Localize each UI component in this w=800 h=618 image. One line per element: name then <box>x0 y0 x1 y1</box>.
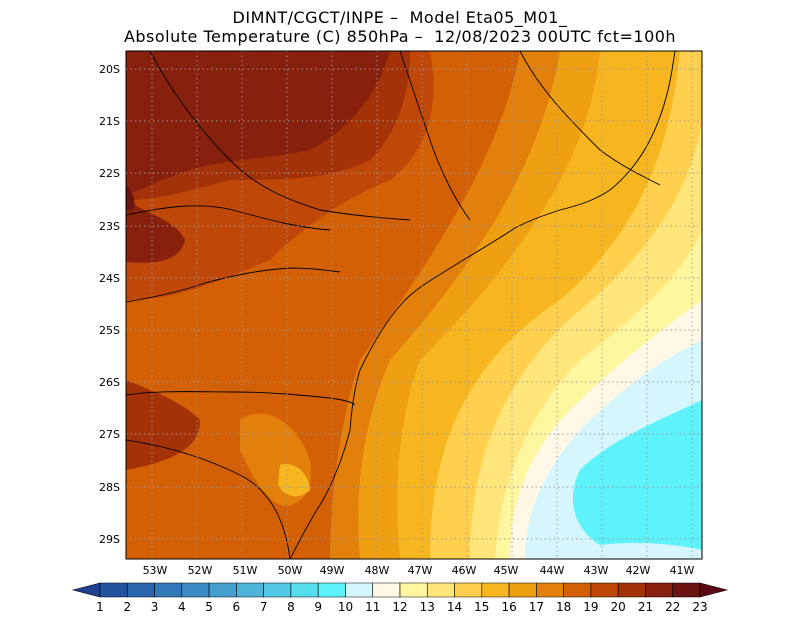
chart-subtitle: Absolute Temperature (C) 850hPa – 12/08/… <box>123 27 677 46</box>
colorbar-label: 13 <box>420 600 435 614</box>
lat-ticks: 20S 21S 22S 23S 24S 25S 26S 27S 28S 29S <box>99 63 120 546</box>
colorbar-label: 4 <box>178 600 186 614</box>
colorbar-label: 20 <box>611 600 626 614</box>
lon-label-41w: 41W <box>670 564 695 577</box>
colorbar-label: 17 <box>529 600 544 614</box>
colorbar-label: 9 <box>314 600 322 614</box>
colorbar-label: 8 <box>287 600 295 614</box>
border-mg-rj <box>519 51 661 186</box>
lon-label-53w: 53W <box>143 564 168 577</box>
border-sp-mg <box>399 51 471 221</box>
lon-label-50w: 50W <box>278 564 303 577</box>
colorbar-label: 3 <box>151 600 159 614</box>
coastline <box>289 51 676 559</box>
lat-label-27s: 27S <box>99 428 120 441</box>
colorbar-swatch <box>454 582 483 598</box>
border-ms-sp <box>149 51 411 221</box>
colorbar-label: 14 <box>447 600 462 614</box>
cool-patch-core <box>278 464 310 497</box>
border-sc-rs <box>126 391 356 406</box>
colorbar-swatch <box>563 582 592 598</box>
colorbar-swatch <box>372 582 401 598</box>
colorbar-label: 23 <box>692 600 707 614</box>
lon-label-47w: 47W <box>408 564 433 577</box>
colorbar-swatch <box>617 582 646 598</box>
colorbar-swatch <box>290 582 319 598</box>
lon-label-46w: 46W <box>452 564 477 577</box>
colorbar-swatch <box>99 582 128 598</box>
colorbar-swatch <box>154 582 183 598</box>
lon-label-52w: 52W <box>188 564 213 577</box>
lat-label-26s: 26S <box>99 376 120 389</box>
colorbar-label: 11 <box>365 600 380 614</box>
colorbar-arrow-high <box>699 582 729 598</box>
band-brown-dark <box>126 185 135 211</box>
colorbar-label: 6 <box>233 600 241 614</box>
lon-label-42w: 42W <box>626 564 651 577</box>
colorbar-swatch <box>672 582 701 598</box>
colorbar-label: 12 <box>392 600 407 614</box>
colorbar-label: 15 <box>474 600 489 614</box>
lon-ticks: 53W 52W 51W 50W 49W 48W 47W 46W 45W 44W … <box>143 564 695 577</box>
colorbar-swatch <box>399 582 428 598</box>
colorbar-swatch <box>317 582 346 598</box>
colorbar-swatch <box>536 582 564 598</box>
lat-label-29s: 29S <box>99 533 120 546</box>
colorbar-arrow-low <box>71 582 101 598</box>
lat-label-28s: 28S <box>99 481 120 494</box>
map-frame <box>125 50 703 560</box>
colorbar-swatch <box>645 582 674 598</box>
colorbar-label: 16 <box>501 600 516 614</box>
coastline-and-borders <box>126 51 676 559</box>
band-brown <box>126 51 390 195</box>
lon-label-51w: 51W <box>233 564 258 577</box>
border-rs-west <box>126 439 291 559</box>
lat-label-23s: 23S <box>99 220 120 233</box>
chart-title: DIMNT/CGCT/INPE – Model Eta05_M01_ <box>232 8 568 27</box>
colorbar-swatch <box>345 582 374 598</box>
colorbar-swatch <box>426 582 455 598</box>
lon-label-43w: 43W <box>584 564 609 577</box>
colorbar-swatch <box>181 582 210 598</box>
colorbar-swatch <box>263 582 292 598</box>
lon-label-45w: 45W <box>494 564 519 577</box>
colorbar-label: 19 <box>583 600 598 614</box>
band-brown-west <box>126 200 185 263</box>
lat-label-20s: 20S <box>99 63 120 76</box>
colorbar-swatch <box>208 582 237 598</box>
lat-label-24s: 24S <box>99 272 120 285</box>
temperature-field <box>126 51 702 559</box>
lon-label-49w: 49W <box>320 564 345 577</box>
colorbar-label: 7 <box>260 600 268 614</box>
colorbar-label: 5 <box>205 600 213 614</box>
lat-label-21s: 21S <box>99 115 120 128</box>
grid-lines <box>126 51 702 559</box>
colorbar-label: 1 <box>96 600 104 614</box>
lon-label-48w: 48W <box>365 564 390 577</box>
lat-label-22s: 22S <box>99 167 120 180</box>
colorbar-label: 18 <box>556 600 571 614</box>
colorbar-label: 2 <box>123 600 131 614</box>
band-cyan <box>572 400 702 550</box>
colorbar: 1 2 3 4 5 6 7 8 9 10 11 12 13 14 15 16 17 18 19 20 21 22 23 <box>71 582 729 614</box>
colorbar-label: 21 <box>638 600 653 614</box>
colorbar-label: 22 <box>665 600 680 614</box>
lon-label-44w: 44W <box>540 564 565 577</box>
colorbar-swatch <box>590 582 619 598</box>
colorbar-label: 10 <box>338 600 353 614</box>
band-red-southwest <box>126 380 200 470</box>
border-sp-pr <box>126 205 331 231</box>
colorbar-swatch <box>126 582 155 598</box>
colorbar-swatch <box>508 582 537 598</box>
lat-label-25s: 25S <box>99 324 120 337</box>
border-pr-sc <box>126 267 341 303</box>
colorbar-swatch <box>236 582 264 598</box>
colorbar-swatch <box>481 582 510 598</box>
